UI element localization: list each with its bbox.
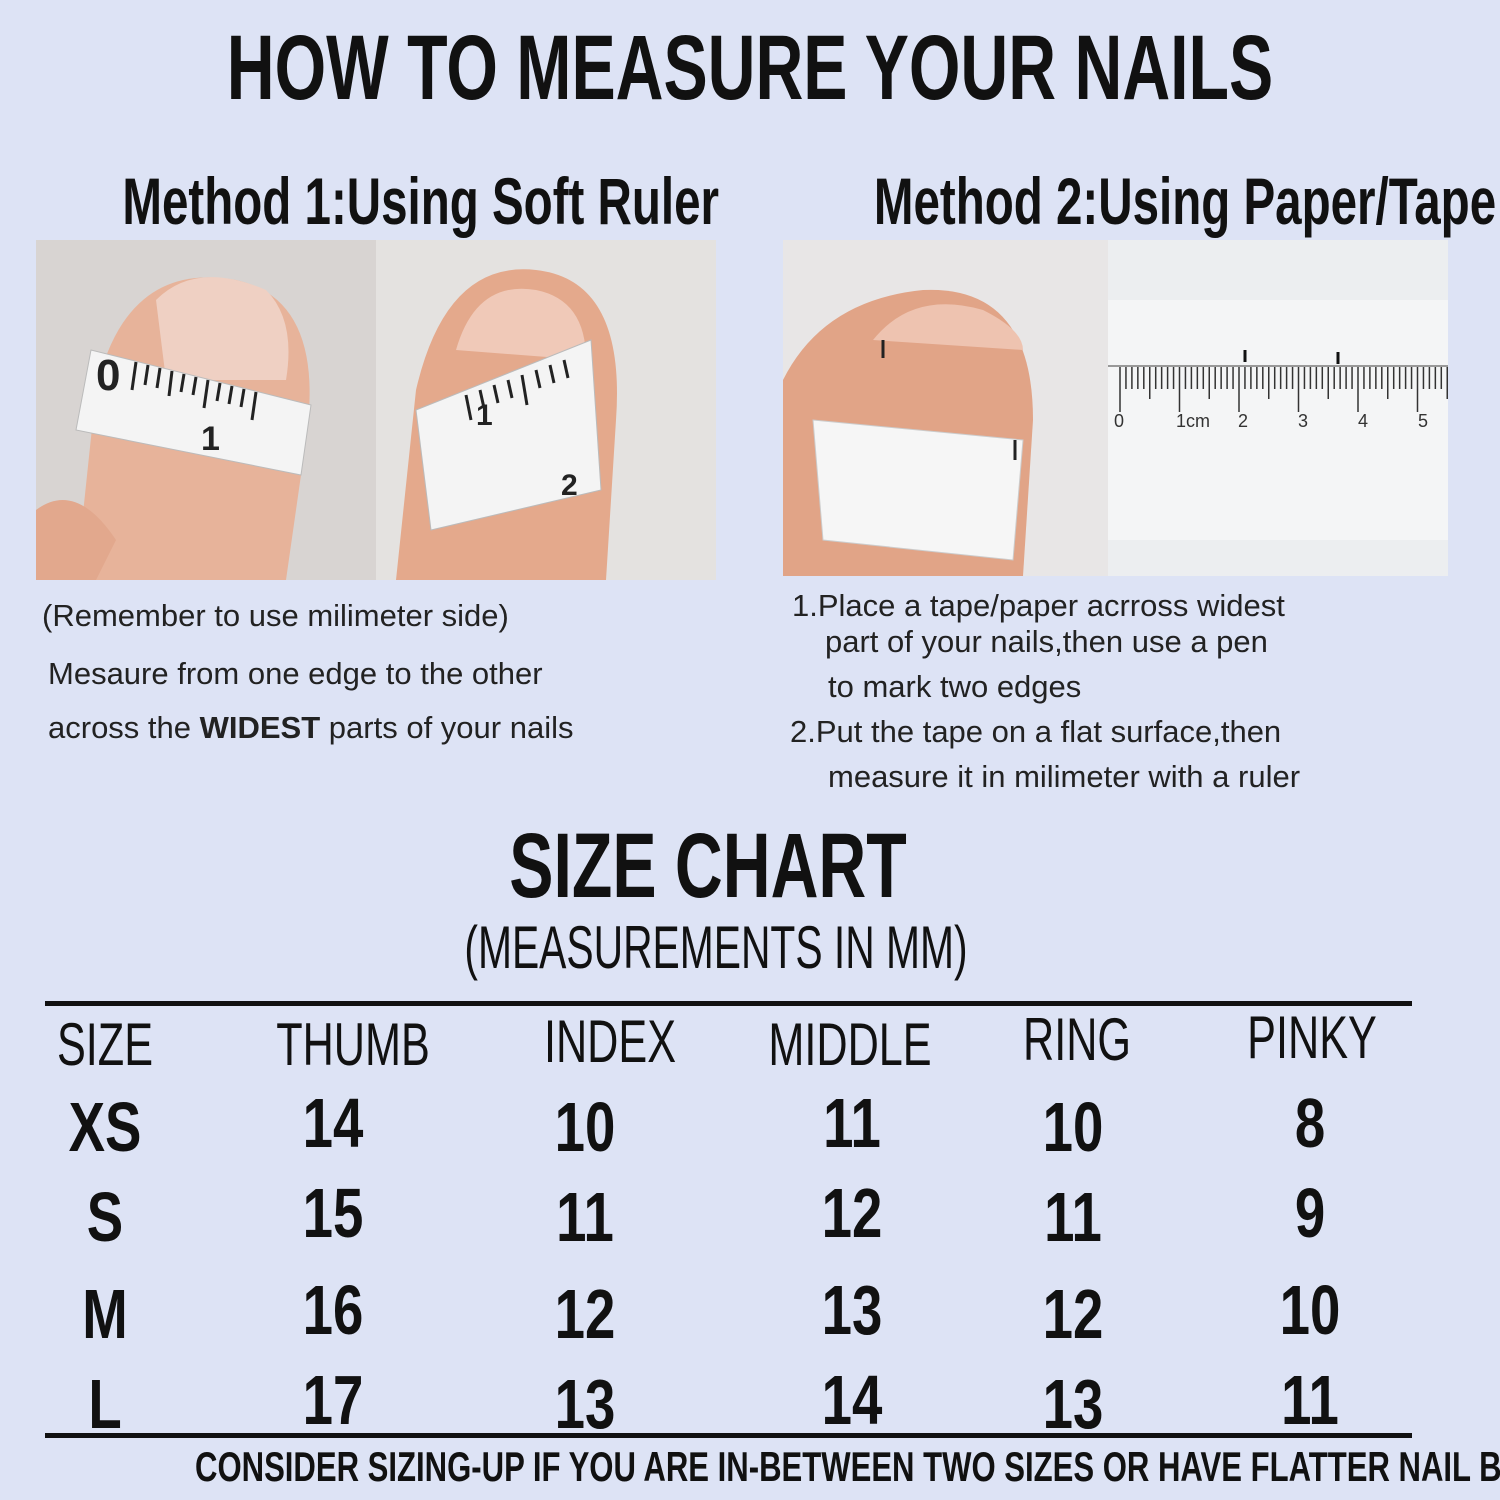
size-label: M (82, 1275, 128, 1353)
method-2-step-2a: 2.Put the tape on a flat surface,then (790, 714, 1282, 749)
text: parts of your nails (320, 710, 574, 745)
tape-label: 0 (96, 351, 120, 400)
size-label: L (88, 1365, 122, 1443)
size-chart-subtitle: (MEASUREMENTS IN MM) (464, 914, 968, 981)
size-cell: 14 (821, 1361, 883, 1439)
size-cell: 11 (1281, 1361, 1339, 1439)
page-title: HOW TO MEASURE YOUR NAILS (226, 17, 1274, 119)
method-1-line-2: across the WIDEST parts of your nails (48, 712, 573, 743)
emphasis-text: WIDEST (199, 710, 321, 745)
method-2-step-2b: measure it in milimeter with a ruler (828, 759, 1301, 794)
column-header-middle: MIDDLE (768, 1011, 932, 1078)
size-cell: 10 (1279, 1271, 1341, 1349)
ruler-label: 2 (1238, 411, 1248, 431)
size-cell: 16 (302, 1271, 364, 1349)
column-header-pinky: PINKY (1247, 1004, 1377, 1071)
size-label: S (86, 1178, 124, 1256)
ruler-label: 4 (1358, 411, 1368, 431)
soft-ruler-photo-2: 1 2 (376, 240, 716, 580)
size-cell: 10 (554, 1088, 616, 1166)
tape-label: 1 (476, 399, 493, 432)
soft-ruler-photo-1: 0 1 (36, 240, 376, 580)
method-1-line-1: Mesaure from one edge to the other (48, 656, 543, 691)
footer-note: CONSIDER SIZING-UP IF YOU ARE IN-BETWEEN… (195, 1443, 1500, 1490)
tape-label: 1 (201, 420, 220, 458)
size-cell: 11 (556, 1178, 614, 1256)
size-chart-title: SIZE CHART (509, 815, 907, 917)
method-2-step-1b: part of your nails,then use a pen (825, 624, 1268, 659)
size-cell: 11 (1044, 1178, 1102, 1256)
column-header-size: SIZE (56, 1011, 154, 1078)
column-header-ring: RING (1023, 1006, 1131, 1073)
ruler-label: 3 (1298, 411, 1308, 431)
paper-tape-photo (783, 240, 1108, 576)
ruler-label: 5 (1418, 411, 1428, 431)
size-cell: 11 (823, 1084, 881, 1162)
tape-label: 2 (561, 469, 578, 502)
ruler-label: 1cm (1176, 411, 1210, 431)
size-cell: 12 (821, 1174, 883, 1252)
table-bottom-rule (45, 1433, 1412, 1438)
size-cell: 10 (1042, 1088, 1104, 1166)
ruler-label: 0 (1114, 411, 1124, 431)
method-2-step-1c: to mark two edges (828, 669, 1082, 704)
size-cell: 8 (1294, 1084, 1326, 1162)
method-1-note: (Remember to use milimeter side) (42, 598, 509, 633)
size-cell: 12 (554, 1275, 616, 1353)
method-1-heading: Method 1:Using Soft Ruler (122, 164, 720, 238)
size-cell: 13 (554, 1365, 616, 1443)
size-cell: 17 (302, 1361, 364, 1439)
column-header-thumb: THUMB (276, 1011, 430, 1078)
size-cell: 9 (1294, 1174, 1326, 1252)
column-header-index: INDEX (543, 1008, 677, 1075)
size-cell: 15 (302, 1174, 364, 1252)
size-cell: 12 (1042, 1275, 1104, 1353)
ruler-photo: 0 1cm 2 3 4 5 (1108, 240, 1448, 576)
size-cell: 13 (821, 1271, 883, 1349)
text: across the (48, 710, 200, 745)
method-2-heading: Method 2:Using Paper/Tape (873, 164, 1497, 238)
size-label: XS (68, 1088, 142, 1166)
table-top-rule (45, 1001, 1412, 1006)
size-cell: 14 (302, 1084, 364, 1162)
method-2-step-1a: 1.Place a tape/paper acrross widest (792, 588, 1285, 623)
size-cell: 13 (1042, 1365, 1104, 1443)
